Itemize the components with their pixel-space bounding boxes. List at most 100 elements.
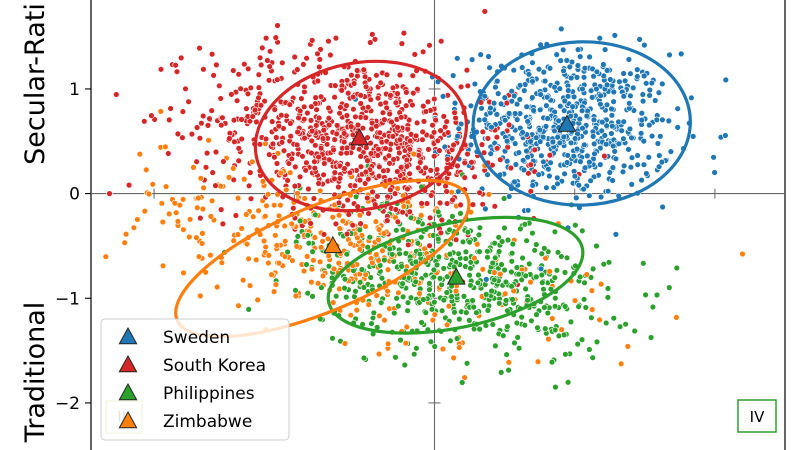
data-point: [426, 42, 433, 49]
data-point: [567, 74, 575, 82]
data-point: [185, 98, 192, 105]
data-point: [485, 191, 493, 198]
data-point: [398, 114, 405, 121]
y-tick-label: 0: [69, 185, 80, 205]
data-point: [445, 303, 453, 310]
data-point: [291, 53, 298, 61]
data-point: [381, 116, 388, 123]
data-point: [508, 283, 515, 290]
centroid-sweden: [557, 114, 577, 132]
data-point: [261, 97, 268, 105]
data-point: [495, 248, 503, 255]
data-point: [533, 311, 540, 318]
data-point: [502, 278, 510, 286]
data-point: [551, 303, 559, 310]
data-point: [552, 383, 559, 391]
data-point: [544, 115, 551, 122]
data-point: [563, 57, 570, 64]
data-point: [316, 56, 323, 63]
data-point: [584, 152, 591, 160]
data-point: [365, 175, 372, 183]
data-point: [542, 255, 549, 262]
data-point: [302, 167, 309, 174]
data-point: [400, 29, 408, 37]
data-point: [539, 279, 546, 286]
data-point: [159, 262, 167, 269]
data-point: [524, 118, 531, 125]
data-point: [315, 153, 322, 161]
data-point: [422, 164, 429, 172]
data-point: [438, 216, 445, 224]
data-point: [205, 137, 212, 144]
data-point: [258, 61, 265, 69]
data-point: [354, 234, 361, 242]
data-point: [113, 91, 120, 98]
data-point: [436, 275, 444, 282]
data-point: [561, 170, 568, 178]
data-point: [386, 110, 393, 118]
data-point: [400, 203, 408, 210]
data-point: [597, 92, 604, 99]
data-point: [304, 253, 311, 260]
data-point: [424, 98, 432, 106]
data-point: [484, 135, 492, 142]
data-point: [349, 144, 357, 151]
data-point: [601, 46, 609, 53]
data-point: [440, 296, 447, 304]
data-point: [417, 159, 424, 166]
data-point: [208, 107, 215, 114]
data-point: [251, 106, 259, 114]
data-point: [588, 314, 595, 321]
data-point: [440, 113, 447, 120]
data-point: [484, 171, 491, 178]
data-point: [419, 48, 427, 55]
data-point: [399, 226, 407, 233]
data-point: [525, 71, 533, 78]
data-point: [352, 113, 359, 121]
data-point: [549, 315, 556, 322]
data-point: [390, 156, 397, 163]
data-point: [535, 171, 542, 178]
data-point: [310, 257, 317, 264]
data-point: [492, 83, 499, 91]
data-point: [330, 265, 338, 273]
data-point: [432, 116, 439, 124]
data-point: [343, 251, 350, 258]
data-point: [593, 338, 601, 346]
data-point: [620, 70, 627, 77]
data-point: [285, 160, 293, 167]
data-point: [313, 106, 320, 113]
data-point: [319, 135, 327, 142]
data-point: [307, 117, 315, 124]
data-point: [398, 263, 405, 270]
legend-marker: [118, 382, 138, 401]
data-point: [469, 297, 476, 304]
data-point: [414, 240, 422, 247]
data-point: [574, 62, 582, 69]
data-point: [466, 317, 473, 324]
data-point: [564, 93, 572, 100]
data-point: [311, 164, 318, 172]
data-point: [615, 140, 622, 148]
data-point: [180, 226, 187, 233]
data-point: [331, 175, 338, 183]
data-point: [245, 182, 253, 190]
data-point: [298, 95, 305, 102]
data-point: [259, 178, 267, 185]
data-point: [609, 142, 617, 150]
data-point: [610, 88, 617, 96]
data-point: [607, 76, 614, 83]
data-point: [371, 36, 379, 43]
data-point: [608, 130, 615, 137]
data-point: [218, 259, 226, 266]
data-point: [319, 238, 326, 245]
data-point: [557, 57, 564, 64]
data-point: [367, 96, 374, 103]
data-point: [360, 354, 368, 362]
data-point: [380, 167, 387, 175]
data-point: [293, 243, 300, 250]
data-point: [315, 180, 322, 187]
data-point: [455, 250, 462, 257]
data-point: [357, 163, 365, 170]
data-point: [454, 55, 461, 62]
